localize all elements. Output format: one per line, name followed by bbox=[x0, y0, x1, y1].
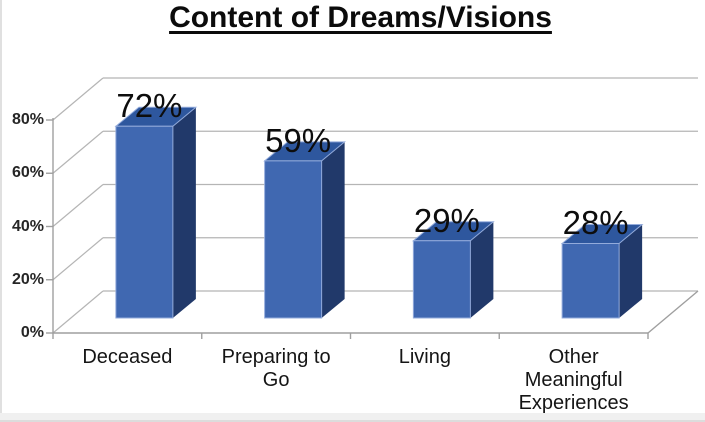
gridline-diagonal-80 bbox=[52, 77, 104, 121]
bar-other-meaningful-experiences bbox=[560, 223, 644, 319]
gridline-diagonal-20 bbox=[52, 237, 104, 281]
frame-bottom-strip bbox=[0, 413, 705, 422]
bar-front-face-living bbox=[412, 240, 471, 319]
chart-title: Content of Dreams/Visions bbox=[169, 1, 552, 34]
bar-living bbox=[411, 221, 495, 319]
gridline-diagonal-40 bbox=[52, 184, 104, 227]
bar-side-face-deceased bbox=[172, 107, 196, 318]
floor-right-edge bbox=[647, 290, 699, 334]
bar-front-face-deceased bbox=[115, 125, 174, 319]
bar-front-face-preparing-to-go bbox=[264, 160, 323, 319]
bar-deceased bbox=[114, 106, 198, 319]
gridline-diagonal-0 bbox=[52, 290, 104, 334]
bar-side-face-other-meaningful-experiences bbox=[619, 224, 643, 318]
bar-preparing-to-go bbox=[263, 141, 347, 319]
bar-side-face-living bbox=[470, 221, 494, 318]
bar-side-face-preparing-to-go bbox=[321, 141, 345, 318]
frame-left-strip bbox=[0, 0, 2, 422]
gridline-diagonal-60 bbox=[52, 130, 104, 174]
bar-front-face-other-meaningful-experiences bbox=[561, 242, 620, 319]
